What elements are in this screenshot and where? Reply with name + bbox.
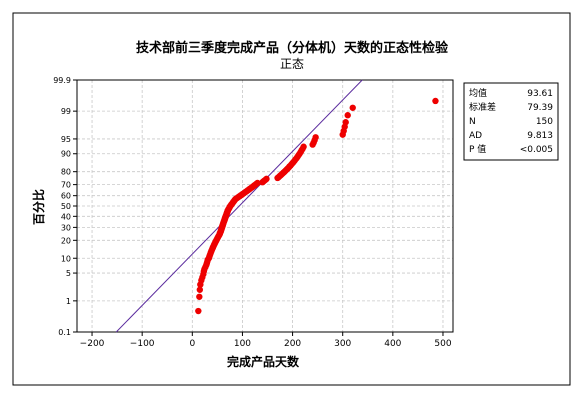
data-point (432, 97, 439, 105)
chart-border (12, 12, 571, 386)
x-tick-label: 0 (189, 339, 195, 349)
data-point (196, 286, 204, 293)
y-tick-label: 99 (61, 107, 71, 116)
x-tick-label: 500 (434, 339, 451, 349)
data-point (263, 175, 270, 183)
x-axis: −200 −100 0 100 200 300 400 500 (80, 332, 452, 349)
y-tick-label: 0.1 (58, 328, 71, 337)
y-tick-label: 50 (61, 202, 71, 211)
stats-label: P 值 (469, 143, 486, 155)
data-point (342, 119, 349, 126)
stats-value: 9.813 (527, 131, 553, 141)
y-tick-label: 99.9 (53, 76, 71, 85)
y-tick-label: 10 (61, 254, 71, 263)
stats-label: AD (469, 131, 482, 141)
data-point (344, 112, 351, 119)
y-tick-label: 5 (66, 269, 71, 278)
normal-fit-line (115, 79, 363, 333)
stats-label: 标准差 (469, 101, 496, 113)
stats-box (463, 82, 559, 161)
stats-value: 79.39 (527, 103, 553, 113)
x-tick-label: 100 (234, 339, 251, 349)
data-points (195, 97, 439, 315)
y-tick-label: 95 (61, 135, 71, 144)
data-point (312, 134, 319, 141)
stats-legend: 均值 93.61 标准差 79.39 N 150 AD 9.813 P 值 <0.005 (463, 82, 559, 161)
data-point (349, 104, 356, 111)
data-point (195, 307, 202, 315)
x-axis-label: 完成产品天数 (227, 354, 300, 369)
y-tick-label: 40 (61, 212, 71, 221)
x-tick-label: −200 (80, 339, 105, 349)
data-point (196, 293, 203, 300)
y-tick-label: 70 (61, 181, 71, 190)
y-tick-label: 80 (61, 168, 71, 177)
y-tick-label: 60 (61, 192, 71, 201)
stats-value: 150 (536, 117, 553, 127)
chart-title: 技术部前三季度完成产品（分体机）天数的正态性检验 (136, 40, 449, 56)
y-axis-label: 百分比 (31, 189, 46, 225)
x-tick-label: 200 (284, 339, 301, 349)
stats-label: N (469, 117, 476, 127)
data-point (300, 143, 307, 150)
stats-label: 均值 (469, 87, 487, 99)
stats-value: 93.61 (527, 89, 553, 99)
y-tick-label: 30 (61, 223, 71, 232)
stats-value: <0.005 (520, 145, 553, 155)
x-tick-label: −100 (130, 339, 155, 349)
chart-subtitle: 正态 (280, 57, 304, 71)
x-tick-label: 300 (334, 339, 351, 349)
data-point (254, 179, 261, 187)
y-tick-label: 90 (61, 150, 71, 159)
y-tick-label: 1 (66, 297, 71, 306)
y-tick-label: 20 (61, 236, 71, 245)
x-tick-label: 400 (384, 339, 401, 349)
